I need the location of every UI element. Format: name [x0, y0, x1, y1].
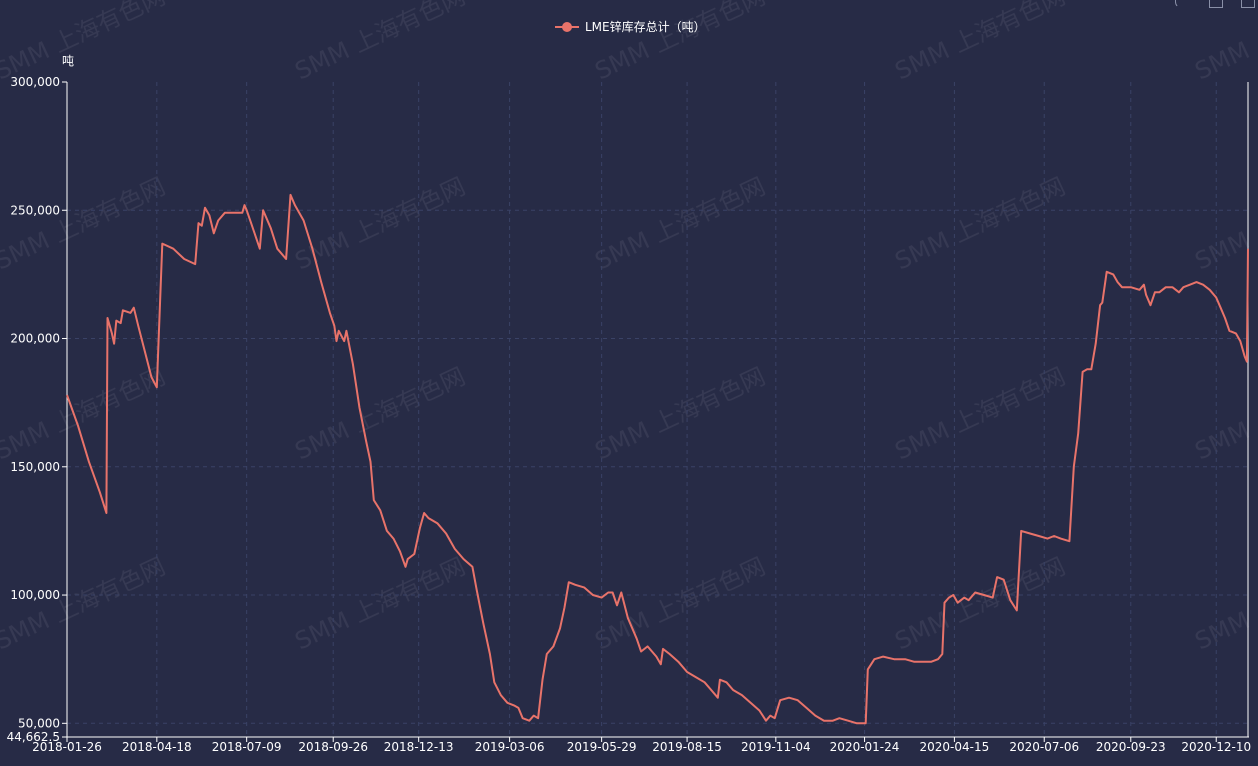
- grid-lines: [67, 82, 1248, 737]
- legend-marker-icon: [562, 22, 572, 32]
- y-tick-label: 50,000: [18, 716, 60, 730]
- x-tick-label: 2020-12-10: [1181, 740, 1251, 754]
- watermark-text: SMM 上海有色网: [591, 0, 770, 85]
- x-tick-label: 2020-04-15: [920, 740, 990, 754]
- x-tick-label: 2019-05-29: [567, 740, 637, 754]
- watermark-text: SMM 上海有色网: [291, 172, 470, 275]
- y-tick-label: 300,000: [10, 75, 60, 89]
- watermark-text: SMM 上海有色网: [0, 0, 170, 85]
- watermark-text: SMM 上海有色网: [0, 172, 170, 275]
- y-tick-label: 200,000: [10, 332, 60, 346]
- watermark-text: SMM 上海有色网: [291, 362, 470, 465]
- watermark-text: SMM 上海有色网: [891, 552, 1070, 655]
- series-line-lme-zinc: [66, 193, 1249, 725]
- y-tick-label: 150,000: [10, 460, 60, 474]
- restore-icon[interactable]: [1175, 0, 1189, 8]
- y-axis-unit-label: 吨: [62, 54, 74, 68]
- watermark-text: SMM 上海有色网: [291, 552, 470, 655]
- y-tick-labels: 44,662.550,000 100,000 150,000 200,000 250,0…: [7, 75, 67, 744]
- x-tick-label: 2020-09-23: [1096, 740, 1166, 754]
- axes: [66, 82, 1249, 738]
- x-tick-label: 2018-07-09: [212, 740, 282, 754]
- y-tick-label: 100,000: [10, 588, 60, 602]
- watermark-text: SMM 上海有色网: [1191, 0, 1258, 85]
- watermark-text: SMM 上海有色网: [891, 172, 1070, 275]
- watermark-text: SMM 上海有色网: [891, 0, 1070, 85]
- legend[interactable]: LME锌库存总计（吨）: [555, 19, 706, 34]
- y-tick-label: 250,000: [10, 203, 60, 217]
- watermark-text: SMM 上海有色网: [591, 362, 770, 465]
- x-tick-label: 2019-11-04: [741, 740, 811, 754]
- x-tick-label: 2018-01-26: [32, 740, 102, 754]
- watermark-text: SMM 上海有色网: [591, 172, 770, 275]
- x-tick-label: 2020-01-24: [830, 740, 900, 754]
- x-tick-label: 2018-09-26: [298, 740, 368, 754]
- x-tick-labels: 2018-01-26 2018-04-18 2018-07-09 2018-09-26…: [32, 737, 1251, 754]
- y-tick-label: 44,662.5: [7, 730, 60, 744]
- x-tick-label: 2019-08-15: [652, 740, 722, 754]
- legend-label: LME锌库存总计（吨）: [585, 19, 706, 34]
- data-view-icon[interactable]: [1241, 0, 1255, 8]
- watermark-text: SMM 上海有色网: [0, 552, 170, 655]
- watermark-text: SMM 上海有色网: [291, 0, 470, 85]
- watermark-layer: SMM 上海有色网 SMM 上海有色网 SMM 上海有色网 SMM 上海有色网 SMM …: [0, 0, 1258, 655]
- x-tick-label: 2018-04-18: [122, 740, 192, 754]
- x-tick-label: 2019-03-06: [475, 740, 545, 754]
- watermark-text: SMM 上海有色网: [891, 362, 1070, 465]
- x-tick-label: 2018-12-13: [384, 740, 454, 754]
- x-tick-label: 2020-07-06: [1009, 740, 1079, 754]
- save-image-icon[interactable]: [1209, 0, 1223, 8]
